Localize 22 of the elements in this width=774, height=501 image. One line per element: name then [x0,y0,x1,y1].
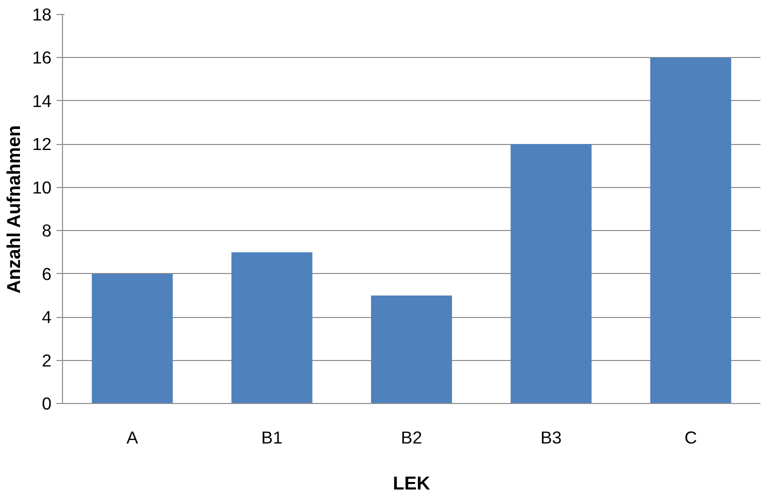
bar [371,295,452,404]
y-tick-label: 10 [32,177,52,198]
y-tick-label: 16 [32,48,52,68]
y-tick-label: 12 [32,134,52,154]
bar [231,252,312,404]
y-tick-label: 14 [32,90,52,111]
x-tick-label: B1 [261,428,283,448]
x-axis-title: LEK [392,472,431,494]
x-tick-label: C [684,428,697,448]
x-tick-label: B2 [400,428,422,448]
x-tick-label: A [126,428,139,448]
y-tick-label: 6 [42,264,52,284]
bar [510,144,592,404]
y-tick-label: 4 [42,307,52,328]
y-tick-label: 0 [42,394,52,414]
y-tick-label: 18 [32,4,52,24]
bar [650,58,732,404]
bar [92,274,173,404]
y-tick-label: 2 [42,350,52,370]
x-tick-label: B3 [540,428,562,448]
y-tick-label: 8 [42,220,52,241]
y-axis-title: Anzahl Aufnahmen [3,125,24,294]
